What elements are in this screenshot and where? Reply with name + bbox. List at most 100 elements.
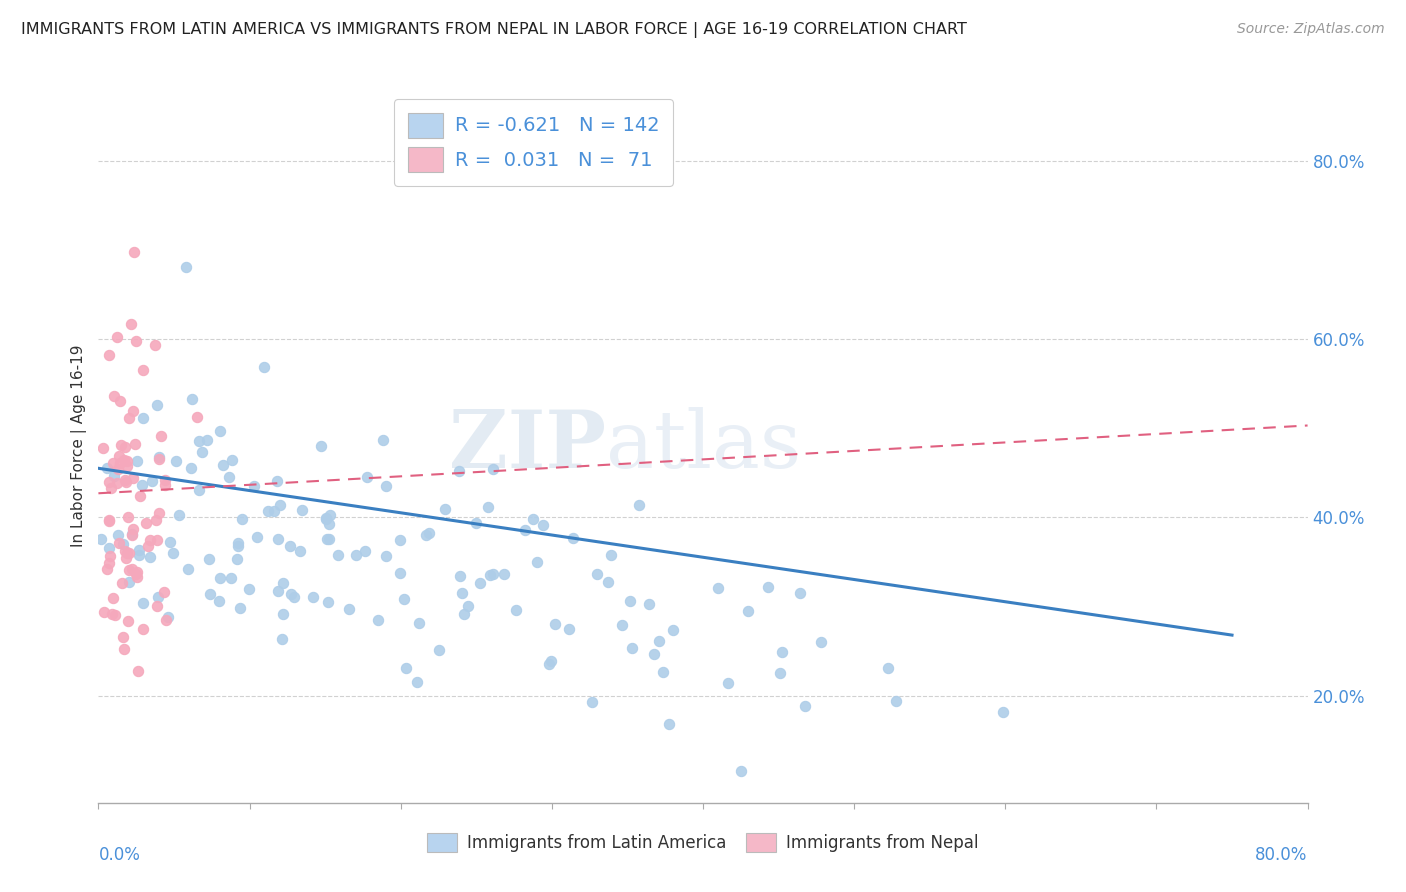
Point <box>200 587 222 601</box>
Point <box>253 359 276 374</box>
Point <box>395 661 418 675</box>
Point <box>114 473 136 487</box>
Point <box>107 330 129 344</box>
Point <box>110 576 132 591</box>
Point <box>447 464 470 478</box>
Point <box>291 502 314 516</box>
Point <box>101 607 124 621</box>
Point <box>316 532 339 546</box>
Point <box>139 533 162 548</box>
Point <box>107 528 129 542</box>
Point <box>319 508 342 522</box>
Point <box>115 454 138 468</box>
Point <box>128 543 150 558</box>
Point <box>638 597 661 611</box>
Point <box>648 633 671 648</box>
Point <box>706 581 728 595</box>
Point <box>107 462 129 476</box>
Point <box>120 317 142 331</box>
Point <box>392 592 415 607</box>
Point <box>124 437 146 451</box>
Point <box>105 475 128 490</box>
Point <box>513 523 536 537</box>
Text: IMMIGRANTS FROM LATIN AMERICA VS IMMIGRANTS FROM NEPAL IN LABOR FORCE | AGE 16-1: IMMIGRANTS FROM LATIN AMERICA VS IMMIGRA… <box>21 22 967 38</box>
Point <box>263 503 285 517</box>
Point <box>101 591 124 606</box>
Point <box>219 571 242 585</box>
Point <box>228 539 250 553</box>
Point <box>117 546 139 560</box>
Point <box>810 634 832 648</box>
Point <box>315 512 337 526</box>
Text: atlas: atlas <box>606 407 801 485</box>
Point <box>125 334 148 348</box>
Point <box>737 604 759 618</box>
Point <box>121 526 143 541</box>
Point <box>122 404 145 418</box>
Point <box>115 475 138 489</box>
Point <box>271 607 294 621</box>
Point <box>122 522 145 536</box>
Point <box>756 581 779 595</box>
Point <box>246 530 269 544</box>
Point <box>226 536 249 550</box>
Point <box>218 470 240 484</box>
Point <box>238 582 260 596</box>
Text: 80.0%: 80.0% <box>1256 846 1308 863</box>
Point <box>103 468 125 483</box>
Point <box>540 654 562 668</box>
Point <box>91 441 114 455</box>
Point <box>418 526 440 541</box>
Point <box>337 602 360 616</box>
Point <box>117 510 139 524</box>
Point <box>157 610 180 624</box>
Point <box>619 594 641 608</box>
Point <box>318 533 340 547</box>
Point <box>450 585 472 599</box>
Point <box>127 454 149 468</box>
Point <box>131 478 153 492</box>
Point <box>457 599 479 613</box>
Point <box>434 502 457 516</box>
Point <box>537 657 560 672</box>
Point <box>118 574 141 589</box>
Point <box>121 561 143 575</box>
Point <box>145 513 167 527</box>
Point <box>477 500 499 515</box>
Point <box>221 452 243 467</box>
Point <box>112 641 135 656</box>
Point <box>315 511 337 525</box>
Point <box>93 605 115 619</box>
Point <box>139 550 162 565</box>
Point <box>600 548 623 562</box>
Point <box>100 481 122 495</box>
Point <box>146 533 169 547</box>
Point <box>111 536 134 550</box>
Point <box>527 810 550 824</box>
Point <box>115 550 138 565</box>
Point <box>153 478 176 492</box>
Point <box>316 595 339 609</box>
Point <box>373 433 395 447</box>
Point <box>159 535 181 549</box>
Point <box>522 512 544 526</box>
Point <box>531 517 554 532</box>
Point <box>167 508 190 523</box>
Point <box>108 393 131 408</box>
Point <box>98 549 121 563</box>
Point <box>121 527 143 541</box>
Point <box>415 527 437 541</box>
Point <box>374 479 396 493</box>
Point <box>132 595 155 609</box>
Point <box>111 630 134 644</box>
Point <box>562 532 585 546</box>
Point <box>128 549 150 563</box>
Point <box>543 617 565 632</box>
Point <box>165 453 187 467</box>
Point <box>302 590 325 604</box>
Point <box>290 544 312 558</box>
Point <box>90 532 112 546</box>
Point <box>117 546 139 560</box>
Point <box>465 516 488 530</box>
Point <box>118 563 141 577</box>
